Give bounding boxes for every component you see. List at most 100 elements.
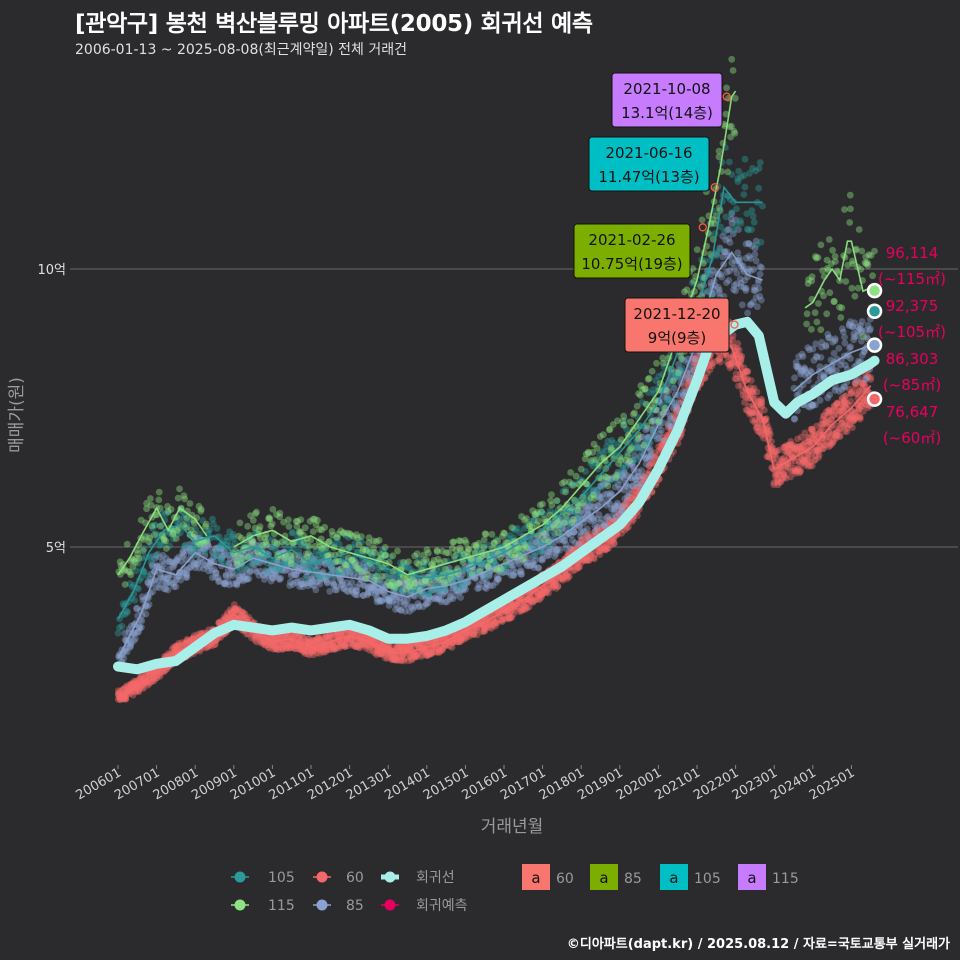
data-point-60: [137, 673, 145, 680]
data-point-60: [758, 397, 765, 405]
data-point-60: [287, 641, 295, 649]
data-point-60: [120, 695, 128, 703]
data-point-85: [493, 575, 501, 583]
data-point-60: [422, 647, 430, 654]
data-point-60: [289, 641, 297, 649]
data-point-115: [123, 540, 131, 548]
data-point-60: [448, 644, 456, 651]
data-point-60: [251, 633, 259, 641]
data-point-60: [432, 648, 440, 655]
data-point-60: [428, 650, 436, 657]
data-point-60: [585, 556, 592, 564]
data-point-60: [295, 633, 302, 641]
data-point-60: [297, 645, 305, 653]
data-point-60: [276, 634, 284, 641]
data-point-85: [816, 396, 824, 404]
data-point-60: [501, 615, 509, 623]
data-point-60: [491, 622, 499, 630]
data-point-60: [619, 506, 626, 514]
data-point-60: [427, 648, 435, 656]
data-point-60: [741, 399, 748, 406]
data-point-60: [623, 496, 631, 504]
data-point-60: [758, 395, 765, 403]
data-point-60: [173, 642, 180, 650]
data-point-60: [630, 486, 638, 494]
data-point-60: [460, 635, 468, 643]
data-point-60: [152, 674, 160, 682]
data-point-60: [280, 632, 288, 640]
data-point-60: [605, 544, 612, 552]
data-point-60: [156, 672, 164, 680]
data-point-60: [411, 652, 419, 659]
data-point-60: [435, 648, 443, 656]
data-point-60: [352, 643, 359, 651]
data-point-60: [274, 645, 282, 653]
data-point-60: [325, 631, 333, 639]
data-point-60: [574, 564, 582, 572]
data-point-60: [232, 605, 240, 613]
data-point-60: [463, 630, 471, 638]
data-point-60: [248, 634, 255, 642]
data-point-60: [462, 634, 470, 642]
data-point-60: [137, 673, 145, 680]
data-point-60: [282, 640, 290, 648]
data-point-85: [867, 325, 874, 333]
data-point-60: [616, 507, 623, 514]
data-point-60: [620, 501, 628, 509]
data-point-60: [744, 368, 752, 375]
data-point-60: [692, 354, 700, 362]
data-point-60: [408, 656, 415, 664]
data-point-60: [403, 646, 411, 653]
data-point-60: [380, 642, 387, 649]
data-point-60: [397, 657, 404, 665]
data-point-85: [138, 623, 145, 631]
data-point-60: [282, 644, 290, 652]
data-point-60: [481, 625, 489, 633]
data-point-60: [129, 691, 137, 699]
data-point-60: [760, 434, 768, 442]
data-point-60: [615, 510, 623, 518]
data-point-60: [708, 362, 716, 370]
data-point-60: [522, 603, 530, 611]
data-point-60: [756, 398, 764, 405]
data-point-85: [791, 415, 799, 423]
data-point-60: [120, 695, 128, 703]
data-point-60: [726, 364, 734, 372]
data-point-60: [133, 684, 141, 692]
data-point-85: [791, 374, 798, 382]
data-point-60: [597, 545, 605, 552]
data-point-60: [601, 543, 609, 551]
data-point-60: [602, 546, 609, 554]
data-point-60: [584, 532, 592, 539]
data-point-60: [394, 643, 402, 651]
data-point-60: [306, 651, 313, 659]
data-point-60: [381, 654, 389, 662]
data-point-60: [125, 683, 133, 691]
data-point-60: [318, 632, 326, 640]
data-point-60: [239, 608, 246, 616]
data-point-60: [296, 646, 304, 653]
data-point-60: [612, 513, 620, 521]
data-point-60: [741, 393, 749, 401]
data-point-60: [266, 640, 274, 648]
data-point-105: [716, 246, 724, 254]
data-point-60: [322, 648, 330, 656]
data-point-60: [224, 609, 232, 617]
data-point-60: [316, 637, 324, 645]
data-point-60: [416, 641, 424, 649]
data-point-60: [640, 475, 648, 483]
data-point-60: [238, 611, 246, 619]
data-point-60: [639, 473, 646, 480]
data-point-60: [403, 643, 411, 650]
data-point-60: [170, 643, 178, 651]
data-point-60: [538, 587, 545, 595]
data-point-60: [388, 656, 396, 664]
data-point-60: [404, 644, 412, 652]
data-point-60: [542, 587, 549, 595]
data-point-60: [406, 653, 414, 661]
data-point-85: [245, 575, 253, 583]
data-point-60: [145, 680, 153, 688]
data-point-85: [758, 264, 765, 271]
data-point-60: [439, 645, 447, 653]
data-point-60: [740, 364, 748, 372]
